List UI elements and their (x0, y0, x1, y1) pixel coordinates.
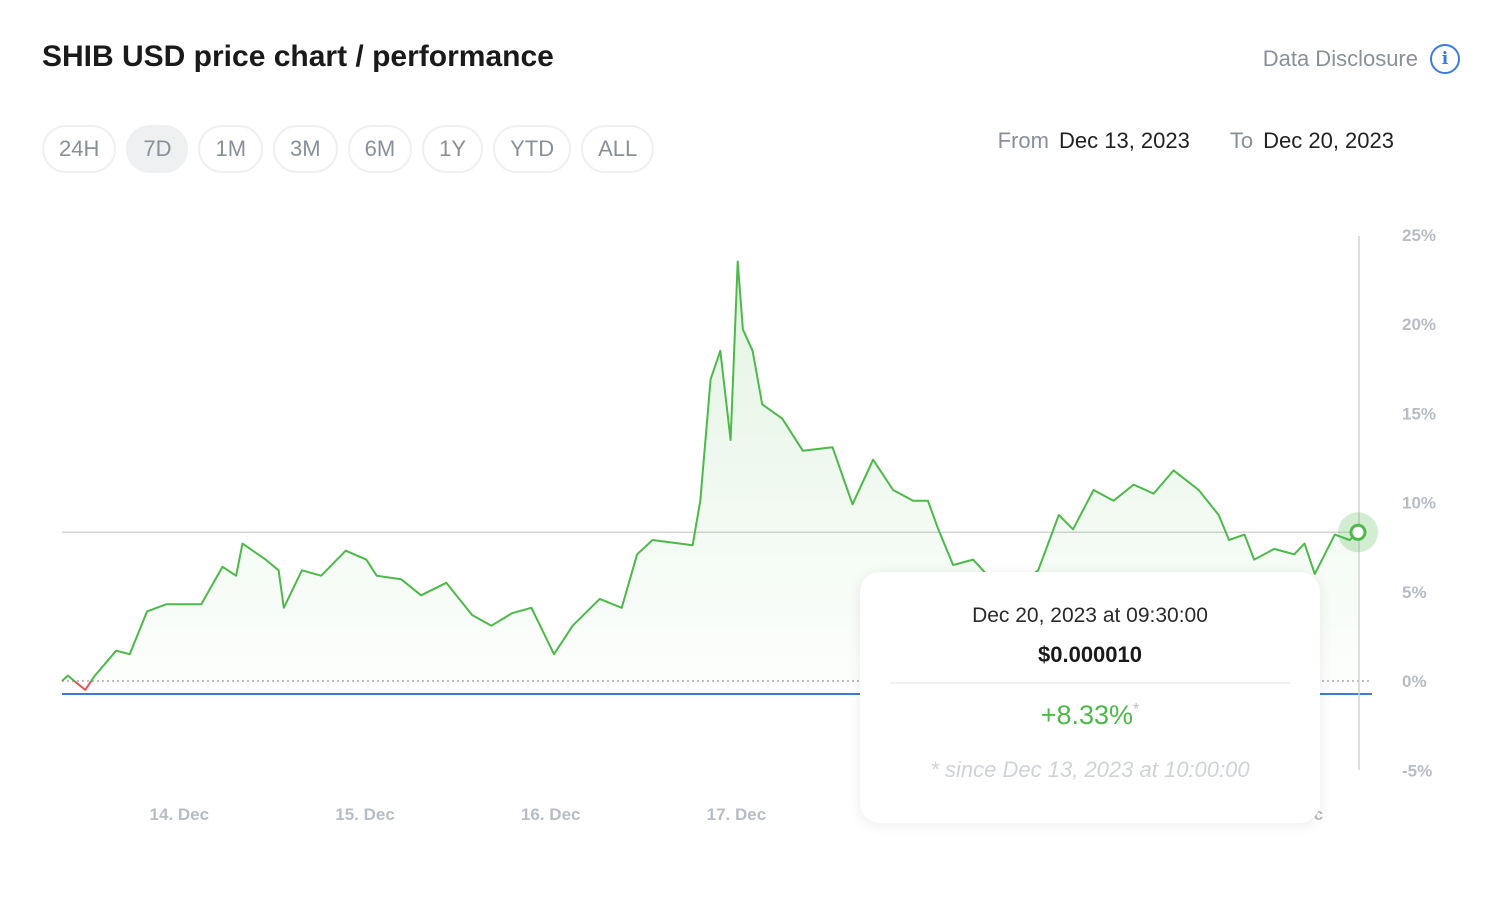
page-title: SHIB USD price chart / performance (42, 40, 554, 73)
y-tick-label: 20% (1402, 315, 1436, 334)
from-label: From (997, 128, 1049, 153)
range-selector: 24H 7D 1M 3M 6M 1Y YTD ALL (42, 125, 655, 173)
to-date-input[interactable]: Dec 20, 2023 (1263, 128, 1394, 153)
y-tick-label: 10% (1402, 494, 1436, 513)
range-button-24h[interactable]: 24H (42, 125, 117, 173)
tooltip-asterisk: * (1133, 701, 1140, 718)
range-button-3m[interactable]: 3M (273, 125, 338, 173)
range-button-6m[interactable]: 6M (347, 125, 413, 173)
tooltip-change-value: +8.33% (1040, 700, 1134, 730)
tooltip-divider (890, 682, 1290, 684)
series-line-up (61, 260, 1359, 681)
y-tick-label: -5% (1402, 761, 1432, 780)
tooltip-date: Dec 20, 2023 at 09:30:00 (972, 604, 1208, 627)
tooltip-change: +8.33%* (860, 700, 1320, 731)
x-tick-label: 17. Dec (707, 805, 767, 824)
range-button-7d[interactable]: 7D (126, 125, 189, 173)
data-disclosure-link[interactable]: Data Disclosure i (1263, 44, 1460, 74)
y-tick-label: 5% (1402, 583, 1427, 602)
x-tick-label: 16. Dec (521, 805, 581, 824)
range-button-ytd[interactable]: YTD (493, 125, 572, 173)
range-button-all[interactable]: ALL (581, 125, 655, 173)
hover-marker[interactable] (1349, 523, 1367, 541)
x-tick-label: 14. Dec (150, 805, 210, 824)
tooltip-price: $0.000010 (1038, 642, 1142, 667)
data-disclosure-label: Data Disclosure (1262, 46, 1418, 71)
chart-tooltip: Dec 20, 2023 at 09:30:00 $0.000010 +8.33… (860, 572, 1320, 823)
x-tick-label: 15. Dec (335, 805, 395, 824)
date-range: From Dec 13, 2023 To Dec 20, 2023 (998, 128, 1394, 154)
y-tick-label: 15% (1402, 404, 1436, 423)
y-tick-label: 0% (1402, 672, 1427, 691)
y-tick-label: 25% (1402, 226, 1436, 245)
to-label: To (1229, 128, 1254, 153)
range-button-1y[interactable]: 1Y (422, 125, 484, 173)
from-date-input[interactable]: Dec 13, 2023 (1059, 128, 1190, 153)
tooltip-since: * since Dec 13, 2023 at 10:00:00 (930, 757, 1250, 782)
info-icon[interactable]: i (1430, 44, 1460, 74)
range-button-1m[interactable]: 1M (198, 125, 264, 173)
